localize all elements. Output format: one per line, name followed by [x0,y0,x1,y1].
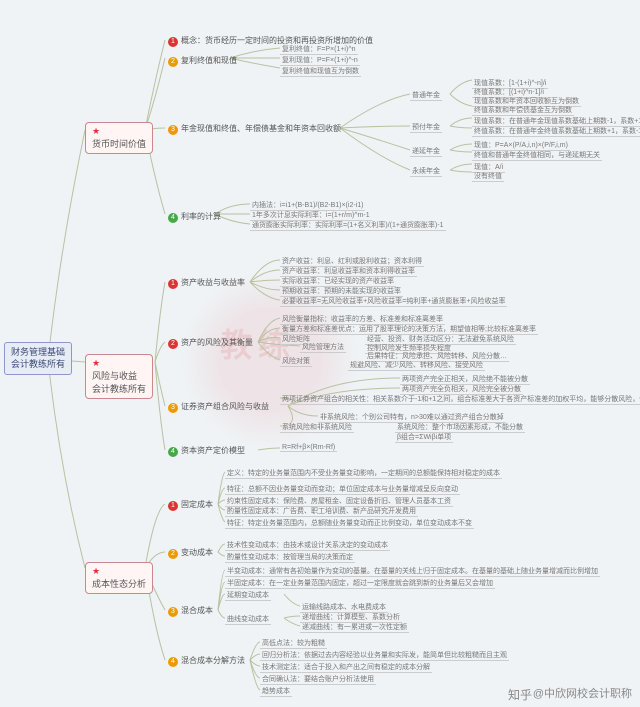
leaf-c3_leaf3: 曲线变动成本 [225,614,271,625]
leaf-a2_leaf0: 复利终值：F=P×(1+i)^n [280,44,358,55]
root-line1: 财务管理基础 [11,347,65,359]
leaf-a3_leaf2: 递延年金 [410,146,442,157]
l2-c0: 1固定成本 [165,498,216,512]
leaf-c4_leaf4: 趋势成本 [260,686,292,697]
leaf-c1_leaf0: 特征：总额不因业务量变动而变动；单位固定成本与业务量增减呈反向变动 [225,484,460,495]
leaf-c4_leaf0: 高低点法：较为粗糙 [260,638,327,649]
leaf-b2_leaf4: 风险对策 [280,356,312,367]
leaf-c2_leaf0: 技术性变动成本：由技术或设计关系决定的变动成本 [225,540,390,551]
leaf-a3_leaf3: 永续年金 [410,166,442,177]
watermark-text: @中欣网校会计职称 [533,685,632,701]
leaf-a3_deep3: 终值系数和年偿债基金互为倒数 [472,105,574,116]
leaf-c2_leaf1: 酌量性变动成本：按管理当局的决策而定 [225,552,355,563]
leaf-c3_leaf1: 半固定成本：在一定业务量范围内固定，超过一定限度就会跳到新的业务量后又会增加 [225,578,495,589]
level1-b: ★风险与收益会计教练所有 [85,354,153,399]
l2-a1: 2复利终值和现值 [165,54,240,68]
leaf-c3_deep2: 递减曲线：有一累进或一次性定额 [300,622,409,633]
leaf-b1_leaf4: 必要收益率=无风险收益率+风险收益率=纯利率+通货膨胀率+风险收益率 [280,296,507,307]
leaf-a3_leaf0: 普通年金 [410,90,442,101]
leaf-a3_leaf1: 预付年金 [410,122,442,133]
leaf-a2_leaf2: 复利终值和现值互为倒数 [280,66,361,77]
l2-c1: 2变动成本 [165,546,216,560]
leaf-c1_leaf3: 特征：特定业务量范围内，总额随业务量变动而正比例变动，单位变动成本不变 [225,518,474,529]
l2-a3: 4利率的计算 [165,210,224,224]
l2-b3: 4资本资产定价模型 [165,444,248,458]
zhihu-icon: 知乎 [508,686,532,703]
leaf-b2_deep3: 规避风险、减少风险、转移风险、接受风险 [348,360,485,371]
l2-b1: 2资产的风险及其衡量 [165,336,256,350]
leaf-a3_deep9: 没有终值 [472,171,504,182]
leaf-c3_leaf0: 半变动成本：通常有各初始量作为变动的基量。在基量的关线上归于固定成本。在基量的基… [225,566,600,577]
leaf-b3_leaf5: β组合=ΣWiβi单项 [395,432,453,443]
leaf-c4_leaf3: 合同确认法：要结合账户分析法使用 [260,674,376,685]
l2-b2: 3证券资产组合风险与收益 [165,400,272,414]
leaf-b4_leaf0: R=Rf+β×(Rm-Rf) [280,444,337,452]
leaf-a3_deep7: 终值和普通年金终值相同，与递延期无关 [472,150,602,161]
root-line2: 会计教练所有 [11,359,65,371]
l2-a2: 3年金现值和终值、年偿债基金和年资本回收额 [165,122,344,136]
l2-b0: 1资产收益与收益率 [165,276,248,290]
level1-a: ★货币时间价值 [85,122,153,154]
leaf-c4_leaf1: 回归分析法：依据过去内容经验以业务量和实际发，能简单但比较粗糙而且主观 [260,650,509,661]
leaf-b3_mid0: 系统风险和非系统风险 [280,422,354,433]
leaf-c3_leaf2: 延期变动成本 [225,590,271,601]
leaf-c_def0: 定义：特定的业务量范围内不受业务量变动影响，一定期间的总额能保持相对稳定的成本 [225,468,502,479]
l2-c3: 4混合成本分解方法 [165,654,248,668]
leaf-a3_deep5: 终值系数：在普通年金终值系数基础上期数+1，系数-1 [472,126,640,137]
leaf-c4_leaf2: 技术测定法：适合于投入和产出之间有稳定的成本分解 [260,662,432,673]
root-node: 财务管理基础 会计教练所有 [4,342,72,375]
leaf-b3_leaf2: 两项证券资产组合的相关性：相关系数介于-1和+1之间，组合标准差大于各资产标准差… [280,394,640,405]
leaf-b2_leaf3: 风险管理方法 [300,342,346,353]
level1-c: ★成本性态分析 [85,562,153,594]
leaf-c1_leaf2: 酌量性固定成本：广告费、职工培训费、新产品研究开发费用 [225,506,418,517]
l2-c2: 3混合成本 [165,604,216,618]
leaf-a2_leaf1: 复利现值：P=F×(1+i)^-n [280,55,360,66]
leaf-a4_leaf2: 通货膨胀实际利率：实际利率=(1+名义利率)/(1+通货膨胀率)-1 [250,220,446,231]
